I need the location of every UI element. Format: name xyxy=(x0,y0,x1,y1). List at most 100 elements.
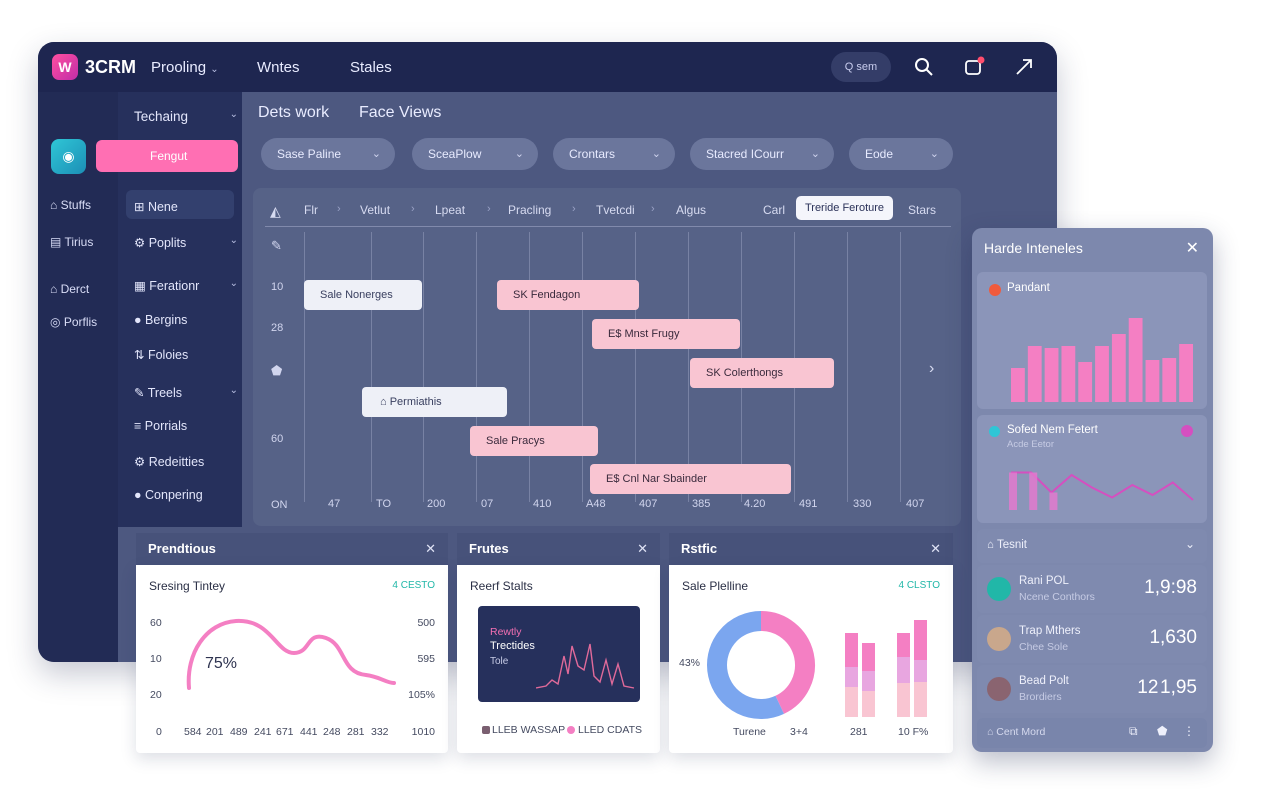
rail-item-porflis[interactable]: ◎ Porflis xyxy=(50,315,98,329)
section-header[interactable]: ⌂ Tesnit ⌄ xyxy=(977,529,1207,563)
row-sub: Chee Sole xyxy=(1019,641,1069,653)
rail-label: Stuffs xyxy=(60,198,92,212)
app-tile-icon[interactable]: ◉ xyxy=(51,139,86,174)
gantt-task-bar[interactable]: E$ Mnst Frugy xyxy=(592,319,740,349)
gantt-column-header[interactable]: Stars xyxy=(908,203,937,217)
grid-line xyxy=(371,232,372,502)
stacked-bar-segment xyxy=(845,667,858,687)
gantt-task-bar[interactable]: ⌂ Permiathis xyxy=(362,387,507,417)
chevron-down-icon: ⌄ xyxy=(371,148,381,160)
gantt-column-header[interactable]: Flr xyxy=(304,203,318,217)
stacked-bar-segment xyxy=(897,683,910,717)
gantt-task-bar[interactable]: E$ Cnl Nar Sbainder xyxy=(590,464,791,494)
notification-icon[interactable] xyxy=(963,56,987,78)
status-dot-icon xyxy=(989,284,1001,296)
x-label: 201 xyxy=(206,726,224,738)
chevron-right-icon[interactable]: › xyxy=(929,360,935,377)
primary-button[interactable]: Fengut xyxy=(96,140,238,172)
close-icon[interactable]: ✕ xyxy=(425,541,436,556)
subnav-header[interactable]: Techaing ⌄ xyxy=(134,109,238,124)
bar xyxy=(1145,360,1160,402)
close-icon[interactable]: ✕ xyxy=(637,541,648,556)
subnav-item-nene[interactable]: ⊞ Nene xyxy=(134,200,178,214)
bar xyxy=(1111,334,1126,402)
axis-label: 60 xyxy=(150,617,162,629)
gantt-task-bar[interactable]: Sale Nonerges xyxy=(304,280,422,310)
filter-dropdown[interactable]: Crontars ⌄ xyxy=(553,138,675,170)
chevron-down-icon: ⌄ xyxy=(229,235,238,246)
gantt-column-header[interactable]: Lpeat xyxy=(435,203,466,217)
stacked-bar-segment xyxy=(845,633,858,667)
card-header-label: Frutes xyxy=(469,541,509,556)
copy-icon[interactable]: ⧉ xyxy=(1129,724,1138,738)
card-recent-stats: Reerf Stalts Rewtly Trectides Tole LLEB … xyxy=(457,565,660,753)
subnav-item-porrials[interactable]: ≡ Porrials xyxy=(134,419,188,433)
more-icon[interactable]: ⋮ xyxy=(1183,724,1195,738)
mini-chart-panel: Rewtly Trectides Tole xyxy=(478,606,640,702)
list-item[interactable]: Bead Polt Brordiers 12 1,95 xyxy=(977,665,1207,713)
nav-item-prooling[interactable]: Prooling ⌄ xyxy=(151,59,219,76)
subnav-item-poplits[interactable]: ⚙ Poplits ⌄ xyxy=(134,235,238,250)
search-input[interactable]: Q sem xyxy=(831,52,891,82)
close-icon[interactable]: ✕ xyxy=(930,541,941,556)
spending-line-chart xyxy=(186,618,396,690)
filter-dropdown[interactable]: SceaPlow ⌄ xyxy=(412,138,538,170)
pipeline-label: Turene xyxy=(733,726,766,738)
stacked-bar-segment xyxy=(862,643,875,671)
gantt-x-label: 4.20 xyxy=(744,498,766,510)
list-item[interactable]: Trap Mthers Chee Sole 1,630 xyxy=(977,615,1207,663)
gantt-column-header[interactable]: Vetlut xyxy=(360,203,391,217)
gantt-timeline: ◭ Flr › Vetlut › Lpeat › Pracling › Tvet… xyxy=(253,188,961,526)
chevron-down-icon: ⌄ xyxy=(229,278,238,289)
gantt-task-bar[interactable]: Sale Pracys xyxy=(470,426,598,456)
big-value: 75% xyxy=(205,655,238,672)
subnav-item-ferationr[interactable]: ▦ Ferationr ⌄ xyxy=(134,278,238,293)
pin-icon[interactable]: ⬟ xyxy=(271,363,283,378)
subnav-item-bergins[interactable]: ● Bergins xyxy=(134,313,188,327)
gantt-y-label: 28 xyxy=(271,322,284,334)
filter-dropdown[interactable]: Eode ⌄ xyxy=(849,138,953,170)
row-value: 1,9:98 xyxy=(1144,577,1197,598)
chevron-down-icon: ⌄ xyxy=(514,148,524,160)
pin-icon[interactable]: ⬟ xyxy=(1157,724,1168,738)
grid-line xyxy=(529,232,530,502)
rail-label: Porflis xyxy=(63,315,98,329)
gantt-x-label: TO xyxy=(376,498,392,510)
subnav-item-treels[interactable]: ✎ Treels ⌄ xyxy=(134,385,238,400)
axis-label: 1010 xyxy=(411,726,435,738)
gantt-settings-icon[interactable]: ◭ xyxy=(270,203,281,219)
filter-dropdown[interactable]: Sase Paline ⌄ xyxy=(261,138,395,170)
row-name: Rani POL xyxy=(1019,575,1069,587)
search-icon[interactable] xyxy=(913,56,935,78)
rail-item-derct[interactable]: ⌂ Derct xyxy=(50,282,90,296)
subnav-item-redeitties[interactable]: ⚙ Redeitties xyxy=(134,455,205,469)
mini-chart-line1: Rewtly xyxy=(490,626,522,638)
close-icon[interactable]: ✕ xyxy=(1185,240,1199,257)
subnav-label: Poplits xyxy=(148,236,187,250)
footer-label[interactable]: ⌂ Cent Mord xyxy=(987,726,1046,738)
gantt-tab-active[interactable]: Treride Feroture xyxy=(796,196,893,220)
gantt-column-header[interactable]: Tvetcdi xyxy=(596,203,635,217)
pencil-icon[interactable]: ✎ xyxy=(271,238,282,253)
donut-slice xyxy=(707,611,784,719)
list-item[interactable]: Rani POL Ncene Conthors 1,9:98 xyxy=(977,565,1207,613)
nav-item-wntes[interactable]: Wntes xyxy=(257,59,300,76)
legend-swatch xyxy=(482,726,490,734)
breadcrumb-item[interactable]: Face Views xyxy=(359,104,442,121)
gantt-task-bar[interactable]: SK Fendagon xyxy=(497,280,639,310)
rail-item-tirius[interactable]: ▤ Tirius xyxy=(50,235,94,249)
gantt-column-header[interactable]: Algus xyxy=(676,203,707,217)
gantt-task-bar[interactable]: SK Colerthongs xyxy=(690,358,834,388)
gantt-column-header[interactable]: Carl xyxy=(763,203,786,217)
bar xyxy=(1061,346,1076,402)
subnav-item-conpering[interactable]: ● Conpering xyxy=(134,488,203,502)
grid-line xyxy=(900,232,901,502)
subnav-selected-bg xyxy=(126,190,234,219)
nav-item-stales[interactable]: Stales xyxy=(350,59,392,76)
rail-item-stuffs[interactable]: ⌂ Stuffs xyxy=(50,198,92,212)
gantt-column-header[interactable]: Pracling xyxy=(508,203,552,217)
breadcrumb-item[interactable]: Dets work xyxy=(258,104,330,121)
filter-dropdown[interactable]: Stacred ICourr ⌄ xyxy=(690,138,834,170)
subnav-item-foloies[interactable]: ⇅ Foloies xyxy=(134,348,189,362)
share-icon[interactable] xyxy=(1013,56,1035,78)
